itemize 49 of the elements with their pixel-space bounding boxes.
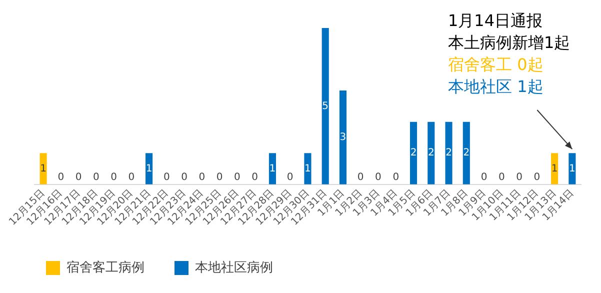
data-label: 0 [392, 172, 400, 183]
data-label: 1 [40, 163, 46, 174]
bar [339, 90, 347, 184]
data-label: 0 [181, 172, 188, 183]
annotation: 本土病例新增1起 [448, 33, 570, 52]
bar [551, 153, 558, 184]
data-label: 0 [75, 172, 82, 183]
data-label: 0 [480, 172, 488, 183]
data-label: 0 [234, 172, 240, 183]
data-label: 1 [304, 163, 311, 174]
data-label: 0 [92, 172, 100, 183]
legend-label: 宿舍客工病例 [66, 259, 144, 276]
data-label: 0 [498, 172, 505, 183]
data-label: 2 [428, 148, 434, 159]
data-label: 0 [58, 172, 64, 183]
bar [40, 153, 47, 184]
data-label: 5 [322, 100, 329, 112]
data-label: 1 [146, 163, 152, 174]
data-label: 0 [128, 172, 135, 183]
annotation: 1月14日通报 [448, 11, 543, 30]
bar [410, 122, 418, 184]
data-label: 3 [340, 132, 346, 144]
bar [568, 153, 576, 184]
annotation: 本地社区 1起 [448, 77, 544, 96]
bar [462, 122, 470, 184]
bar [428, 122, 435, 184]
annotation: 宿舍客工 0起 [448, 55, 544, 74]
data-label: 1 [269, 163, 276, 174]
data-label: 0 [286, 172, 294, 183]
data-label: 0 [110, 172, 117, 183]
data-label: 2 [446, 148, 452, 159]
data-label: 0 [198, 172, 206, 183]
data-label: 0 [357, 172, 364, 183]
data-label: 0 [163, 172, 170, 183]
bar [304, 153, 312, 184]
bar [268, 153, 276, 184]
bar [445, 122, 452, 184]
data-label: 0 [375, 172, 382, 183]
data-label: 1 [551, 163, 558, 174]
data-label: 0 [516, 172, 522, 183]
bar [146, 153, 153, 184]
data-label: 1 [568, 163, 576, 174]
legend-label: 本地社区病例 [195, 260, 273, 276]
data-label: 2 [410, 148, 417, 159]
data-label: 2 [463, 148, 470, 159]
bar [322, 28, 329, 184]
data-label: 0 [252, 172, 258, 183]
data-label: 0 [534, 172, 540, 183]
data-label: 0 [216, 172, 223, 183]
